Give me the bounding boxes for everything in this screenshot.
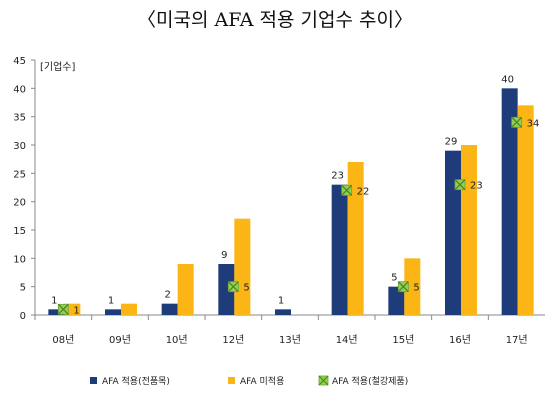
- bar-afa-applied-all: [388, 286, 405, 315]
- legend-swatch: [228, 377, 235, 384]
- y-tick-label: 35: [13, 113, 26, 124]
- data-label-afa-applied-all: 29: [445, 137, 458, 148]
- data-label-afa-applied-steel: 1: [73, 305, 79, 316]
- x-tick-label: 15년: [392, 334, 414, 346]
- chart-title: 〈미국의 AFA 적용 기업수 추이〉: [137, 9, 413, 31]
- y-tick-label: 10: [13, 254, 26, 265]
- y-axis-label: [기업수]: [40, 60, 76, 73]
- legend-label: AFA 미적용: [240, 375, 284, 387]
- y-tick-label: 20: [13, 198, 26, 209]
- data-label-afa-applied-steel: 22: [357, 186, 370, 197]
- x-tick-label: 13년: [279, 334, 301, 346]
- x-tick-label: 16년: [449, 334, 471, 346]
- bar-afa-not-applied: [121, 303, 137, 315]
- x-tick-label: 09년: [109, 334, 131, 346]
- data-label-afa-applied-all: 2: [164, 290, 170, 301]
- marker-x: [227, 281, 239, 293]
- bar-afa-not-applied: [234, 218, 251, 315]
- marker-afa-applied-steel: [397, 281, 409, 293]
- x-tick-label: 14년: [336, 334, 358, 346]
- marker-afa-applied-steel: [227, 281, 239, 293]
- bar-afa-applied-all: [275, 309, 291, 315]
- bar-afa-not-applied: [347, 162, 364, 315]
- marker-x: [318, 375, 329, 386]
- bar-afa-not-applied: [404, 258, 421, 315]
- bar-afa-not-applied: [177, 264, 194, 315]
- y-tick-label: 30: [13, 141, 26, 152]
- bar-afa-applied-all: [218, 264, 235, 315]
- x-tick-label: 17년: [506, 334, 528, 346]
- marker-x: [511, 116, 523, 128]
- y-tick-label: 45: [13, 56, 26, 67]
- marker-x: [341, 184, 353, 196]
- marker-x: [454, 179, 466, 191]
- marker-afa-applied-steel: [454, 179, 466, 191]
- data-label-afa-applied-steel: 34: [527, 118, 540, 129]
- data-label-afa-applied-all: 40: [501, 74, 514, 85]
- marker-afa-applied-steel: [341, 184, 353, 196]
- x-tick-label: 10년: [166, 334, 188, 346]
- y-tick-label: 5: [20, 283, 26, 294]
- bar-afa-applied-all: [48, 309, 65, 315]
- legend-label: AFA 적용(전품목): [102, 375, 170, 387]
- bar-afa-applied-all: [161, 303, 178, 315]
- data-label-afa-applied-all: 1: [108, 295, 114, 306]
- data-label-afa-applied-steel: 5: [413, 283, 419, 294]
- data-label-afa-applied-all: 1: [51, 295, 57, 306]
- bar-afa-applied-all: [331, 184, 348, 315]
- data-label-afa-applied-steel: 5: [243, 283, 249, 294]
- marker-afa-applied-steel: [511, 116, 523, 128]
- bar-afa-applied-all: [501, 88, 518, 315]
- y-tick-label: 25: [13, 169, 26, 180]
- y-tick-label: 15: [13, 226, 26, 237]
- data-label-afa-applied-all: 23: [331, 171, 344, 182]
- x-tick-label: 08년: [52, 334, 74, 346]
- data-label-afa-applied-all: 5: [391, 273, 397, 284]
- bar-afa-applied-all: [105, 309, 121, 315]
- bar-afa-not-applied: [517, 105, 534, 315]
- bar-afa-applied-all: [445, 150, 461, 315]
- y-tick-label: 40: [13, 84, 26, 95]
- bar-afa-not-applied: [64, 303, 81, 315]
- data-label-afa-applied-all: 9: [221, 250, 227, 261]
- y-tick-label: 0: [20, 311, 26, 322]
- legend-label: AFA 적용(철강제품): [332, 375, 408, 387]
- marker-x: [57, 303, 69, 315]
- bar-afa-not-applied: [461, 145, 477, 315]
- legend-swatch: [90, 377, 97, 384]
- marker-afa-applied-steel: [57, 303, 69, 315]
- x-tick-label: 12년: [222, 334, 244, 346]
- legend-swatch: [318, 375, 329, 386]
- data-label-afa-applied-steel: 23: [470, 181, 483, 192]
- data-label-afa-applied-all: 1: [278, 295, 284, 306]
- marker-x: [397, 281, 409, 293]
